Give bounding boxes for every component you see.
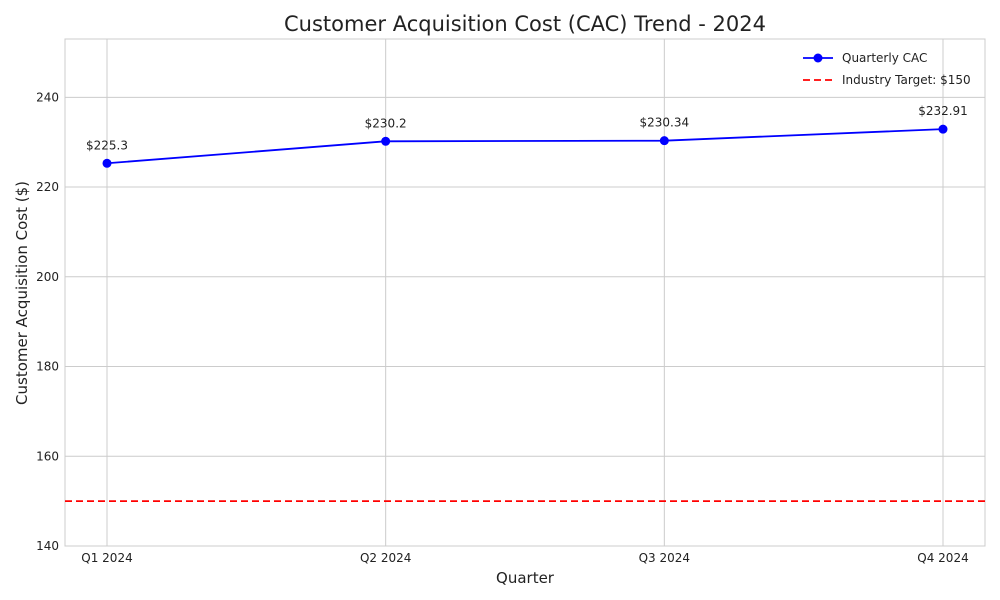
x-tick-label: Q1 2024 xyxy=(81,551,132,565)
data-label: $230.2 xyxy=(365,116,407,130)
legend-series-label: Quarterly CAC xyxy=(842,51,927,65)
y-tick-label: 240 xyxy=(36,90,59,104)
series-layer: $225.3 $230.2 $230.34 $232.91 xyxy=(65,104,985,503)
x-tick-label: Q2 2024 xyxy=(360,551,411,565)
data-point xyxy=(938,124,948,134)
x-tick-label: Q4 2024 xyxy=(917,551,968,565)
legend-series-marker xyxy=(813,53,823,63)
y-tick-label: 160 xyxy=(36,449,59,463)
data-label: $232.91 xyxy=(918,104,968,118)
data-point xyxy=(102,158,112,168)
y-tick-label: 220 xyxy=(36,180,59,194)
data-label: $230.34 xyxy=(640,116,690,130)
legend: Quarterly CAC Industry Target: $150 xyxy=(803,51,971,87)
data-point xyxy=(659,136,669,146)
plot-frame xyxy=(64,38,986,547)
data-label: $225.3 xyxy=(86,138,128,152)
data-point xyxy=(381,136,391,146)
y-tick-label: 140 xyxy=(36,539,59,553)
x-tick-label: Q3 2024 xyxy=(639,551,690,565)
x-axis-label: Quarter xyxy=(496,569,555,587)
y-tick-label: 200 xyxy=(36,270,59,284)
tick-labels: 140 160 180 200 220 240 Q1 2024 Q2 2024 Q3 2024 Q… xyxy=(36,90,969,565)
chart-title: Customer Acquisition Cost (CAC) Trend - … xyxy=(284,12,766,36)
series-line xyxy=(106,128,944,165)
y-tick-label: 180 xyxy=(36,360,59,374)
legend-target-label: Industry Target: $150 xyxy=(842,73,971,87)
y-axis-label: Customer Acquisition Cost ($) xyxy=(13,181,31,405)
grid-lines xyxy=(65,39,985,547)
